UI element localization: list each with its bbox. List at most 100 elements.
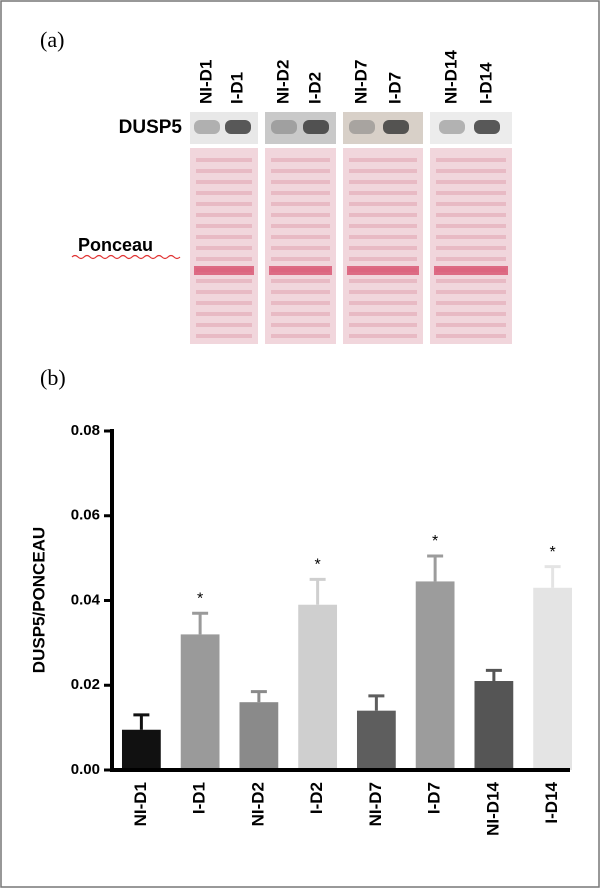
ponceau-band [271,301,330,305]
ponceau-band [436,169,506,173]
dusp5-band [194,120,220,134]
ponceau-band [271,246,330,250]
x-tick-label: NI-D1 [131,782,150,826]
y-tick-label: 0.02 [71,676,100,693]
significance-marker: * [550,544,556,561]
bar [121,729,161,770]
ponceau-band [436,202,506,206]
ponceau-band [349,158,417,162]
spell-underline [71,254,181,260]
ponceau-band [271,202,330,206]
ponceau-band [436,301,506,305]
ponceau-band [436,235,506,239]
ponceau-band [349,334,417,338]
ponceau-band [271,235,330,239]
ponceau-band [349,224,417,228]
ponceau-band [349,180,417,184]
ponceau-band [436,323,506,327]
ponceau-band [196,334,252,338]
ponceau-band [349,246,417,250]
x-tick-label: NI-D14 [483,781,502,835]
ponceau-band [196,301,252,305]
ponceau-band [349,312,417,316]
bar [180,634,220,770]
ponceau-band [436,246,506,250]
x-tick-label: I-D2 [307,782,326,814]
ponceau-band [271,257,330,261]
ponceau-band [196,235,252,239]
panel-label: (a) [40,27,64,52]
ponceau-band [271,213,330,217]
ponceau-band [271,191,330,195]
y-tick-label: 0.04 [71,591,101,608]
ponceau-band [436,224,506,228]
significance-marker: * [432,533,438,550]
lane-label: NI-D7 [351,60,370,104]
ponceau-band [271,312,330,316]
panel-label: (b) [40,365,66,390]
ponceau-band [196,279,252,283]
x-tick-label: NI-D7 [366,782,385,826]
ponceau-band [349,279,417,283]
ponceau-band [436,180,506,184]
ponceau-band [196,191,252,195]
ponceau-band [196,180,252,184]
ponceau-band [271,323,330,327]
ponceau-band [436,158,506,162]
ponceau-band [349,202,417,206]
ponceau-band [349,169,417,173]
ponceau-band [349,191,417,195]
lane-label: I-D2 [305,72,324,104]
ponceau-band [196,224,252,228]
ponceau-band [196,213,252,217]
ponceau-band [196,158,252,162]
ponceau-band [349,323,417,327]
bar [239,702,279,770]
lane-label: NI-D14 [441,50,460,104]
ponceau-band [271,279,330,283]
lane-label: I-D7 [385,72,404,104]
ponceau-band [271,180,330,184]
ponceau-band [271,169,330,173]
ponceau-band [347,266,419,275]
y-axis-label: DUSP5/PONCEAU [29,527,48,673]
dusp5-band [383,120,409,134]
blot-label: DUSP5 [119,117,183,138]
x-tick-label: I-D7 [425,782,444,814]
ponceau-band [434,266,508,275]
bar [533,587,573,770]
ponceau-band [196,290,252,294]
ponceau-band [349,301,417,305]
ponceau-band [269,266,332,275]
ponceau-band [436,312,506,316]
x-tick-label: I-D14 [542,781,561,823]
ponceau-band [196,169,252,173]
ponceau-band [349,235,417,239]
dusp5-band [474,120,500,134]
ponceau-band [271,224,330,228]
dusp5-band [271,120,297,134]
bar [298,604,338,770]
ponceau-band [271,290,330,294]
ponceau-band [349,213,417,217]
significance-marker: * [315,557,321,574]
ponceau-band [436,257,506,261]
x-tick-label: I-D1 [190,782,209,814]
bar [415,581,455,770]
ponceau-band [349,290,417,294]
y-tick-label: 0.06 [71,507,100,524]
ponceau-band [196,323,252,327]
ponceau-band [436,191,506,195]
ponceau-band [196,246,252,250]
lane-label: I-D14 [476,62,495,104]
lane-label: I-D1 [227,72,246,104]
lane-label: NI-D2 [273,60,292,104]
lane-label: NI-D1 [196,60,215,104]
dusp5-band [439,120,465,134]
y-tick-label: 0.08 [71,422,100,439]
ponceau-band [349,257,417,261]
dusp5-band [349,120,375,134]
ponceau-band [436,334,506,338]
